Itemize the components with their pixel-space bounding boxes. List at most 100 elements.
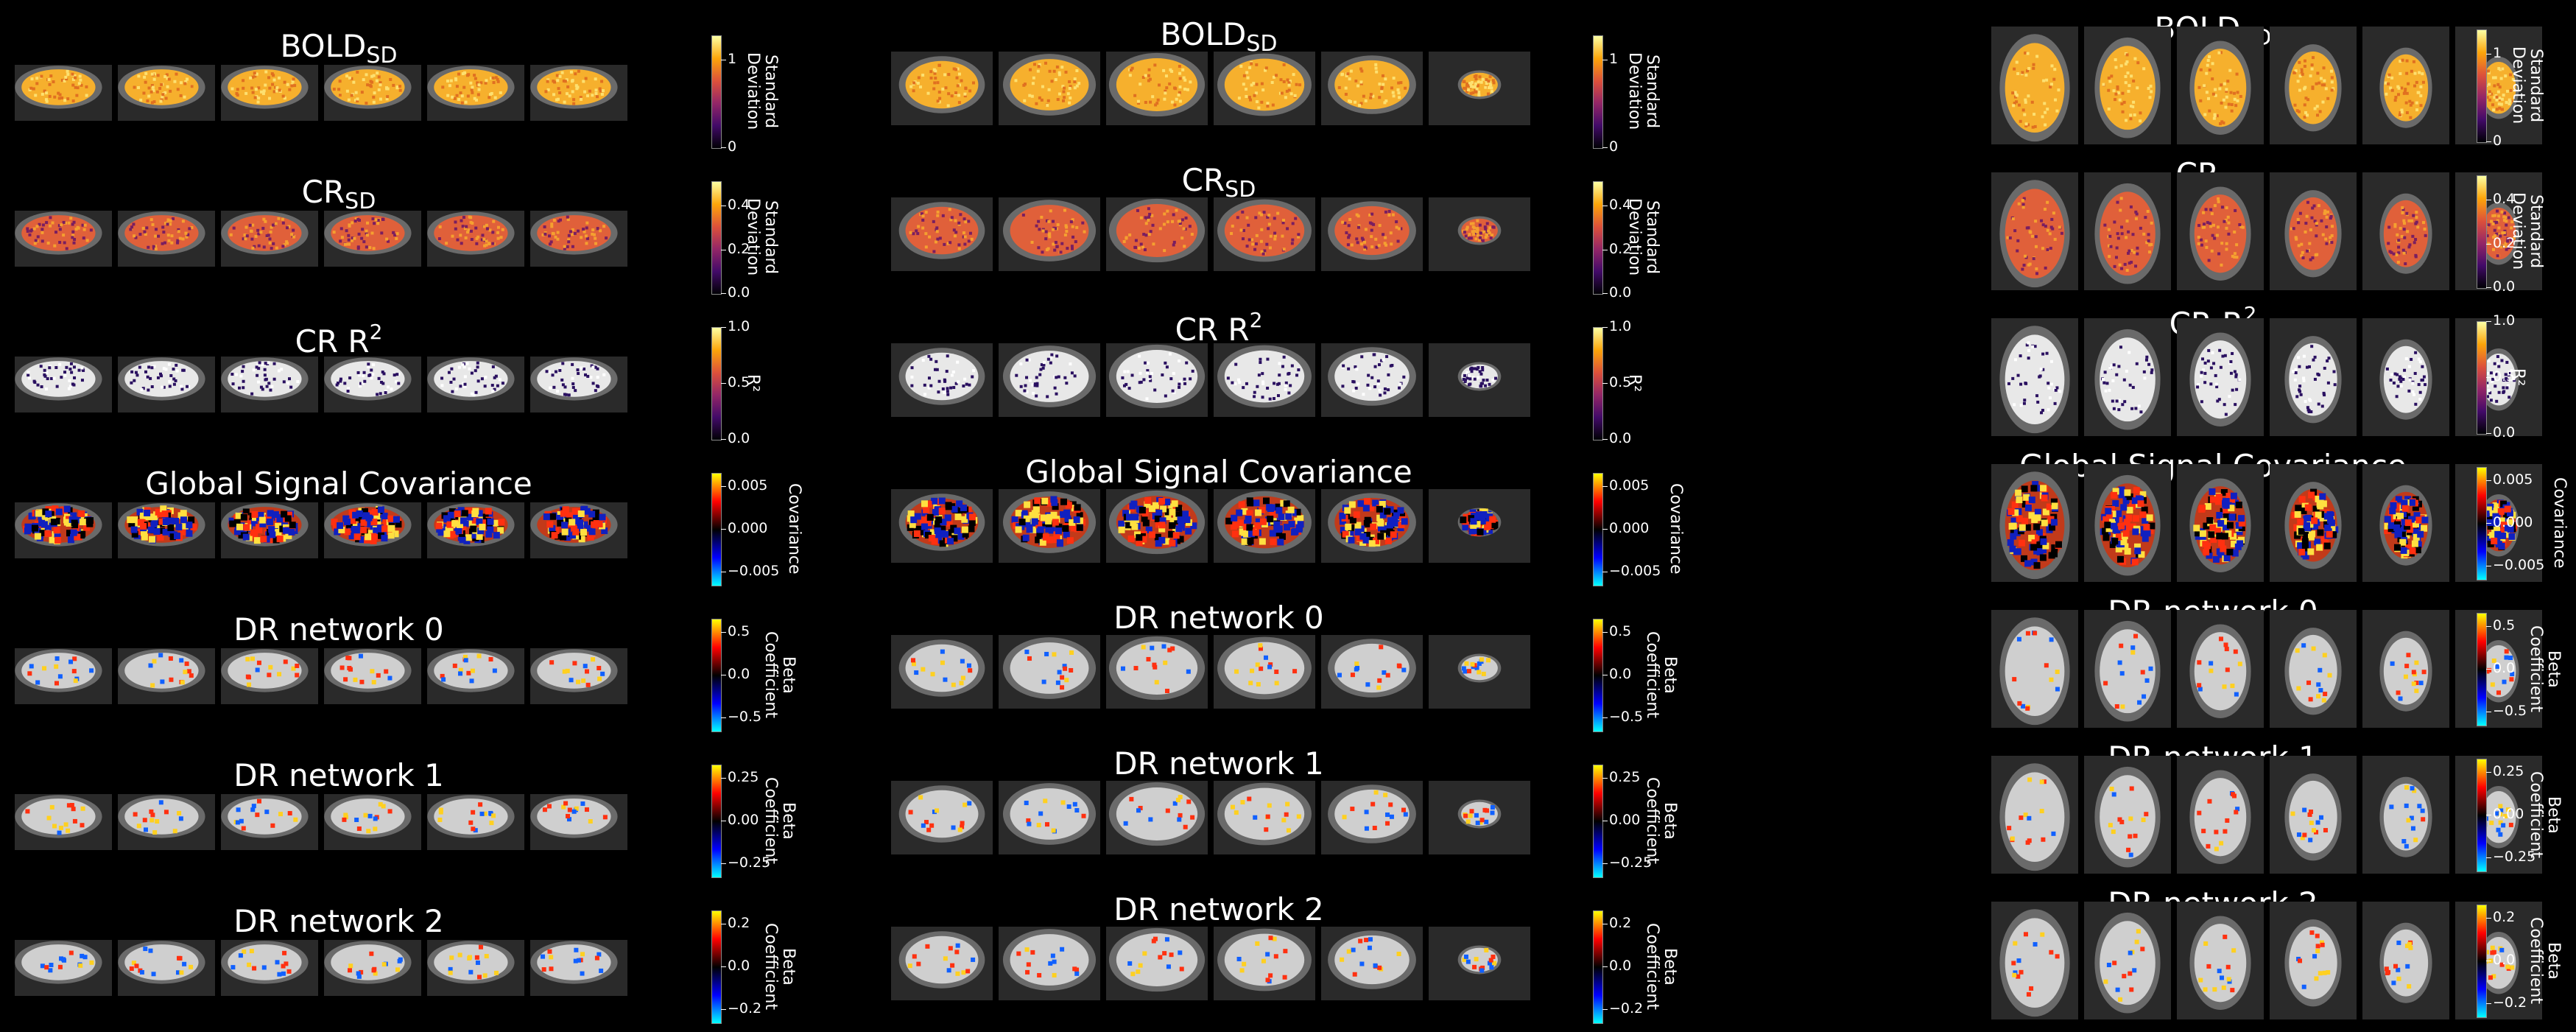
brain-slice	[221, 648, 318, 704]
brain-slice	[427, 940, 524, 996]
colorbar-tick-label: 0.00	[1609, 812, 1641, 828]
brain-slice	[221, 211, 318, 267]
colorbar-tick-mark	[2486, 626, 2491, 628]
brain-slice	[2084, 172, 2171, 290]
brain-slice	[530, 65, 627, 121]
coronal-dr2-slices	[891, 927, 1530, 1000]
colorbar-tick-mark	[1602, 327, 1608, 328]
colorbar-tick-label: −0.005	[728, 562, 780, 579]
colorbar-tick-label: 0	[2493, 133, 2502, 149]
axial-dr0-colorbar-label: Beta Coefficient	[2527, 625, 2563, 712]
colorbar-tick-label: 0.2	[1609, 240, 1632, 257]
axial-bold-sd-colorbar-label: Standard Deviation	[2509, 46, 2545, 124]
colorbar-tick-label: 1	[1609, 51, 1619, 68]
colorbar-tick-label: 0.000	[728, 520, 768, 536]
coronal-cr-sd-slices	[891, 197, 1530, 271]
brain-slice	[1991, 318, 2078, 436]
colorbar-tick-label: 0.0	[728, 284, 750, 301]
axial-bold-sd-slices	[1991, 27, 2542, 144]
axial-dr2-slices	[1991, 902, 2542, 1019]
brain-slice	[2362, 464, 2449, 582]
brain-slice	[1214, 635, 1315, 709]
brain-slice	[2084, 27, 2171, 144]
axial-bold-sd-colorbar	[2477, 29, 2487, 143]
coronal-bold-sd-colorbar-label: Standard Deviation	[1625, 52, 1661, 130]
brain-slice	[1991, 464, 2078, 582]
coronal-bold-sd-colorbar	[1593, 35, 1603, 149]
brain-slice	[15, 357, 112, 413]
axial-gs-cov-slices	[1991, 464, 2542, 582]
colorbar-tick-label: −0.005	[1609, 562, 1661, 579]
brain-slice	[1429, 343, 1530, 417]
colorbar-tick-mark	[2486, 321, 2491, 322]
colorbar-tick-mark	[721, 327, 726, 328]
brain-slice	[2270, 756, 2357, 874]
axial-dr1-slices	[1991, 756, 2542, 874]
colorbar-tick-label: −0.25	[2493, 848, 2536, 865]
brain-slice	[118, 65, 215, 121]
colorbar-tick-mark	[2486, 857, 2491, 858]
sagittal-cr-sd-colorbar-label: Standard Deviation	[744, 198, 780, 276]
coronal-dr0-title: DR network 0	[1113, 600, 1324, 636]
sagittal-cr-r2-colorbar	[711, 327, 722, 440]
colorbar-tick-label: 0	[1609, 138, 1619, 155]
colorbar-tick-label: −0.2	[2493, 994, 2527, 1011]
coronal-dr2-colorbar-label: Beta Coefficient	[1643, 923, 1679, 1010]
brain-slice	[2455, 902, 2542, 1019]
colorbar-tick-label: 0.0	[1609, 284, 1632, 301]
colorbar-tick-label: 0.5	[2493, 617, 2516, 634]
brain-slice	[1106, 52, 1208, 125]
colorbar-tick-label: 0.2	[728, 240, 750, 257]
sagittal-dr1-colorbar-label: Beta Coefficient	[761, 777, 798, 864]
axial-cr-r2-colorbar	[2477, 321, 2487, 435]
axial-gs-cov-colorbar	[2477, 467, 2487, 580]
sagittal-dr1-title: DR network 1	[233, 757, 444, 793]
brain-slice	[1321, 635, 1423, 709]
colorbar-tick-label: 0.2	[2493, 909, 2516, 926]
colorbar-tick-mark	[2486, 377, 2491, 378]
brain-slice	[530, 211, 627, 267]
brain-slice	[2177, 172, 2264, 290]
colorbar-tick-label: 1	[728, 51, 737, 68]
brain-slice	[2362, 756, 2449, 874]
brain-slice	[427, 211, 524, 267]
colorbar-tick-mark	[1602, 486, 1608, 488]
brain-slice	[999, 927, 1100, 1000]
colorbar-tick-label: 0.0	[1609, 430, 1632, 446]
colorbar-tick-mark	[721, 863, 726, 864]
colorbar-tick-label: 0.0	[2493, 424, 2516, 440]
brain-slice	[2177, 318, 2264, 436]
sagittal-cr-r2-colorbar-label: R²	[744, 373, 762, 393]
colorbar-tick-mark	[1602, 147, 1608, 148]
colorbar-tick-label: 0.0	[1609, 958, 1632, 974]
coronal-cr-r2-colorbar-label: R²	[1625, 373, 1644, 393]
brain-slice	[2455, 172, 2542, 290]
coronal-dr0-slices	[891, 635, 1530, 709]
colorbar-tick-label: 0	[728, 138, 737, 155]
colorbar-tick-mark	[2486, 287, 2491, 288]
brain-slice	[427, 794, 524, 850]
coronal-dr0-colorbar-label: Beta Coefficient	[1643, 631, 1679, 718]
brain-slice	[2455, 464, 2542, 582]
sagittal-cr-sd-colorbar	[711, 181, 722, 295]
brain-slice	[1321, 197, 1423, 271]
colorbar-tick-mark	[2486, 523, 2491, 524]
brain-slice	[2455, 610, 2542, 728]
brain-slice	[1991, 27, 2078, 144]
colorbar-tick-label: 0.2	[728, 915, 750, 932]
colorbar-tick-label: 0.0	[2493, 952, 2516, 968]
colorbar-tick-mark	[1602, 1008, 1608, 1010]
coronal-cr-sd-colorbar-label: Standard Deviation	[1625, 198, 1661, 276]
coronal-gs-cov-colorbar-label: Covariance	[1667, 483, 1685, 575]
brain-slice	[324, 211, 421, 267]
brain-slice	[1214, 197, 1315, 271]
colorbar-tick-label: −0.5	[1609, 708, 1644, 725]
brain-slice	[221, 940, 318, 996]
brain-slice	[2177, 464, 2264, 582]
colorbar-tick-label: 0.5	[728, 623, 750, 640]
brain-slice	[1214, 343, 1315, 417]
colorbar-tick-label: 0.2	[2493, 234, 2516, 251]
brain-slice	[15, 502, 112, 558]
brain-slice	[221, 794, 318, 850]
brain-slice	[999, 197, 1100, 271]
